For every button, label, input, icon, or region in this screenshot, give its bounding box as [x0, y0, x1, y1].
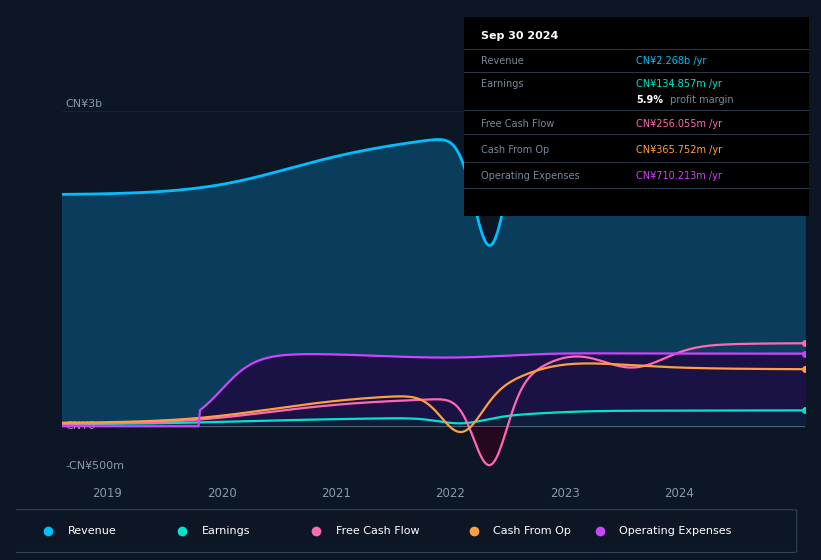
Text: Free Cash Flow: Free Cash Flow: [481, 119, 554, 129]
Text: Revenue: Revenue: [481, 55, 524, 66]
Text: CN¥2.268b /yr: CN¥2.268b /yr: [636, 55, 707, 66]
Text: Cash From Op: Cash From Op: [493, 526, 571, 535]
Text: Operating Expenses: Operating Expenses: [481, 171, 580, 181]
Text: CN¥710.213m /yr: CN¥710.213m /yr: [636, 171, 722, 181]
Text: Operating Expenses: Operating Expenses: [619, 526, 732, 535]
Text: Revenue: Revenue: [67, 526, 117, 535]
Text: CN¥134.857m /yr: CN¥134.857m /yr: [636, 80, 722, 90]
Text: CN¥0: CN¥0: [66, 421, 95, 431]
Text: Free Cash Flow: Free Cash Flow: [336, 526, 420, 535]
Text: Cash From Op: Cash From Op: [481, 145, 549, 155]
Text: CN¥365.752m /yr: CN¥365.752m /yr: [636, 145, 722, 155]
Text: CN¥256.055m /yr: CN¥256.055m /yr: [636, 119, 722, 129]
Text: -CN¥500m: -CN¥500m: [66, 461, 124, 471]
Text: Earnings: Earnings: [481, 80, 524, 90]
Text: CN¥3b: CN¥3b: [66, 99, 103, 109]
Text: Sep 30 2024: Sep 30 2024: [481, 31, 558, 41]
Text: Earnings: Earnings: [202, 526, 250, 535]
Text: 5.9%: 5.9%: [636, 95, 663, 105]
Text: profit margin: profit margin: [667, 95, 734, 105]
